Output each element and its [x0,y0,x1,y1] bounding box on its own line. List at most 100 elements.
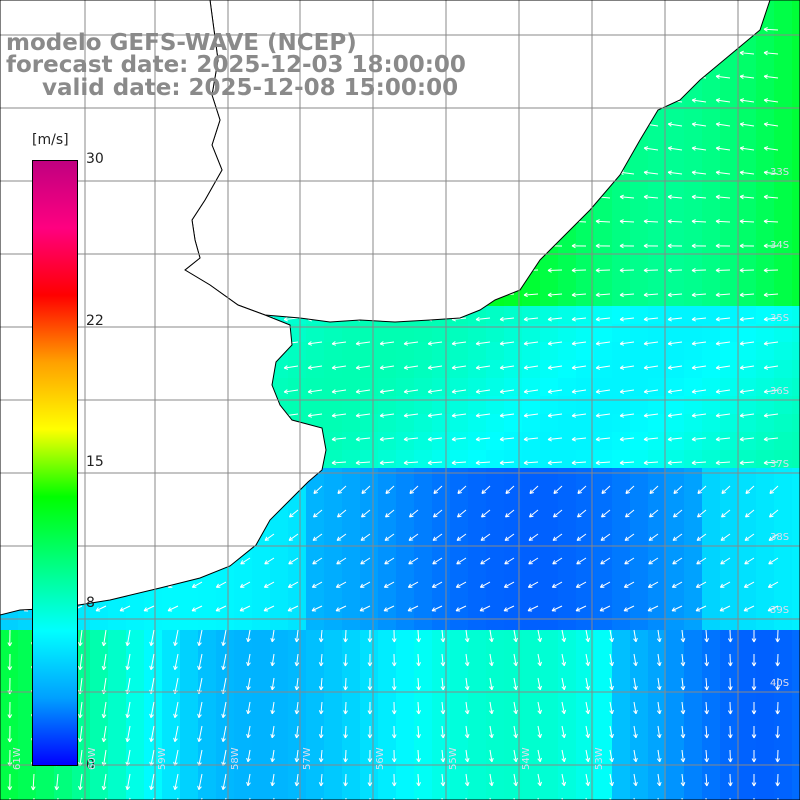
speed-cell [756,432,774,450]
wind-arrow [246,773,251,787]
speed-cell [522,666,540,684]
wind-arrow [739,146,755,151]
wind-arrow [391,653,397,667]
wind-arrow [739,243,755,249]
speed-cell [774,540,792,558]
wind-arrow [379,413,395,418]
wind-arrow [751,701,757,715]
wind-arrow [715,413,731,418]
speed-cell [324,414,342,432]
speed-cell [594,270,612,288]
speed-cell [648,216,666,234]
speed-cell [360,684,378,702]
speed-cell [270,774,288,792]
speed-cell [702,468,720,486]
wind-arrow [440,725,446,739]
wind-arrow [619,365,635,370]
speed-cell [522,486,540,504]
wind-arrow [561,653,567,667]
speed-cell [720,72,738,90]
wind-arrow [288,533,299,541]
wind-arrow [727,629,733,643]
speed-cell [396,612,414,630]
speed-cell [486,774,504,792]
speed-cell [126,720,144,738]
wind-arrow [307,389,323,394]
wind-arrow [727,653,733,667]
speed-cell [540,576,558,594]
speed-cell [432,396,450,414]
speed-cell [432,666,450,684]
speed-cell [738,324,756,342]
wind-arrow [343,773,348,787]
speed-cell [396,774,414,792]
speed-cell [396,504,414,522]
wind-arrow [691,341,707,346]
speed-cell [450,360,468,378]
wind-arrow [101,653,107,671]
speed-cell [792,738,800,756]
speed-cell [234,684,252,702]
speed-cell [432,504,450,522]
wind-arrow [697,509,707,518]
speed-cell [612,504,630,522]
wind-arrow [125,701,131,719]
wind-arrow [609,701,614,715]
wind-arrow [595,316,611,322]
speed-cell [576,432,594,450]
wind-arrow [149,725,155,743]
wind-arrow [409,485,419,494]
wind-arrow [294,653,300,667]
wind-arrow [331,436,347,442]
latitude-label: 36S [770,386,790,397]
speed-cell [468,648,486,666]
speed-cell [576,720,594,738]
speed-cell [414,558,432,576]
speed-cell [324,432,342,450]
wind-arrow [595,389,611,394]
speed-cell [90,684,108,702]
wind-arrow [672,557,683,565]
speed-cell [684,180,702,198]
speed-cell [378,414,396,432]
wind-arrow [656,677,662,691]
wind-arrow [360,557,371,565]
speed-cell [252,648,270,666]
wind-arrow [595,436,611,442]
wind-arrow [739,98,755,103]
wind-arrow [7,629,13,647]
wind-arrow [455,605,467,612]
wind-arrow [143,605,155,612]
wind-arrow [367,653,373,667]
speed-cell [702,450,720,468]
speed-cell [378,468,396,486]
speed-cell [414,594,432,612]
speed-cell [774,450,792,468]
wind-arrow [619,316,635,322]
speed-cell [36,792,54,800]
speed-cell [774,594,792,612]
speed-cell [558,522,576,540]
speed-cell [234,792,252,800]
speed-cell [126,684,144,702]
speed-cell [162,684,180,702]
speed-cell [648,270,666,288]
wind-arrow [125,629,131,647]
speed-cell [756,684,774,702]
speed-cell [198,612,216,630]
wind-arrow [715,389,731,394]
speed-cell [306,558,324,576]
speed-cell [738,108,756,126]
wind-arrow [715,146,731,151]
speed-cell [702,288,720,306]
speed-cell [360,612,378,630]
speed-cell [522,414,540,432]
wind-arrow [403,389,419,394]
speed-cell [558,684,576,702]
wind-arrow [609,725,614,739]
speed-cell [774,288,792,306]
speed-cell [738,72,756,90]
speed-cell [756,108,774,126]
speed-cell [504,666,522,684]
speed-cell [684,198,702,216]
